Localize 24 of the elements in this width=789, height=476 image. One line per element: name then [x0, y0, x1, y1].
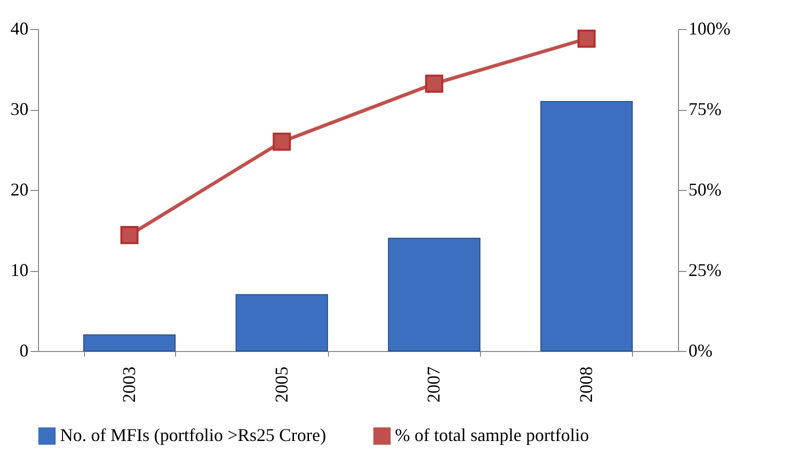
y-tick-label: 30: [10, 99, 28, 119]
x-tick-label: 2008: [576, 366, 596, 402]
bar: [83, 334, 176, 352]
point: [425, 74, 444, 93]
point: [578, 30, 596, 48]
point: [272, 132, 291, 151]
x-tick-label: 2007: [424, 366, 444, 402]
y2-tick-label: 75%: [688, 99, 722, 119]
point: [120, 226, 138, 244]
x-tick-label: 2005: [271, 366, 292, 402]
x-tick-label: 2003: [118, 366, 139, 402]
bar: [388, 238, 480, 352]
y2-tick-label: 0%: [688, 340, 712, 360]
y-tick-label: 40: [10, 18, 28, 38]
legend-label: % of total sample portfolio: [395, 425, 589, 446]
y-tick-label: 0: [20, 340, 28, 360]
bar: [540, 100, 633, 352]
y2-tick-label: 50%: [688, 180, 722, 200]
y2-tick-label: 25%: [688, 260, 722, 280]
legend-label: No. of MFIs (portfolio >Rs25 Crore): [60, 425, 326, 446]
y-tick-label: 20: [10, 180, 28, 200]
bar: [236, 294, 328, 352]
y2-tick-label: 100%: [688, 18, 730, 38]
y-tick-label: 10: [10, 260, 28, 280]
